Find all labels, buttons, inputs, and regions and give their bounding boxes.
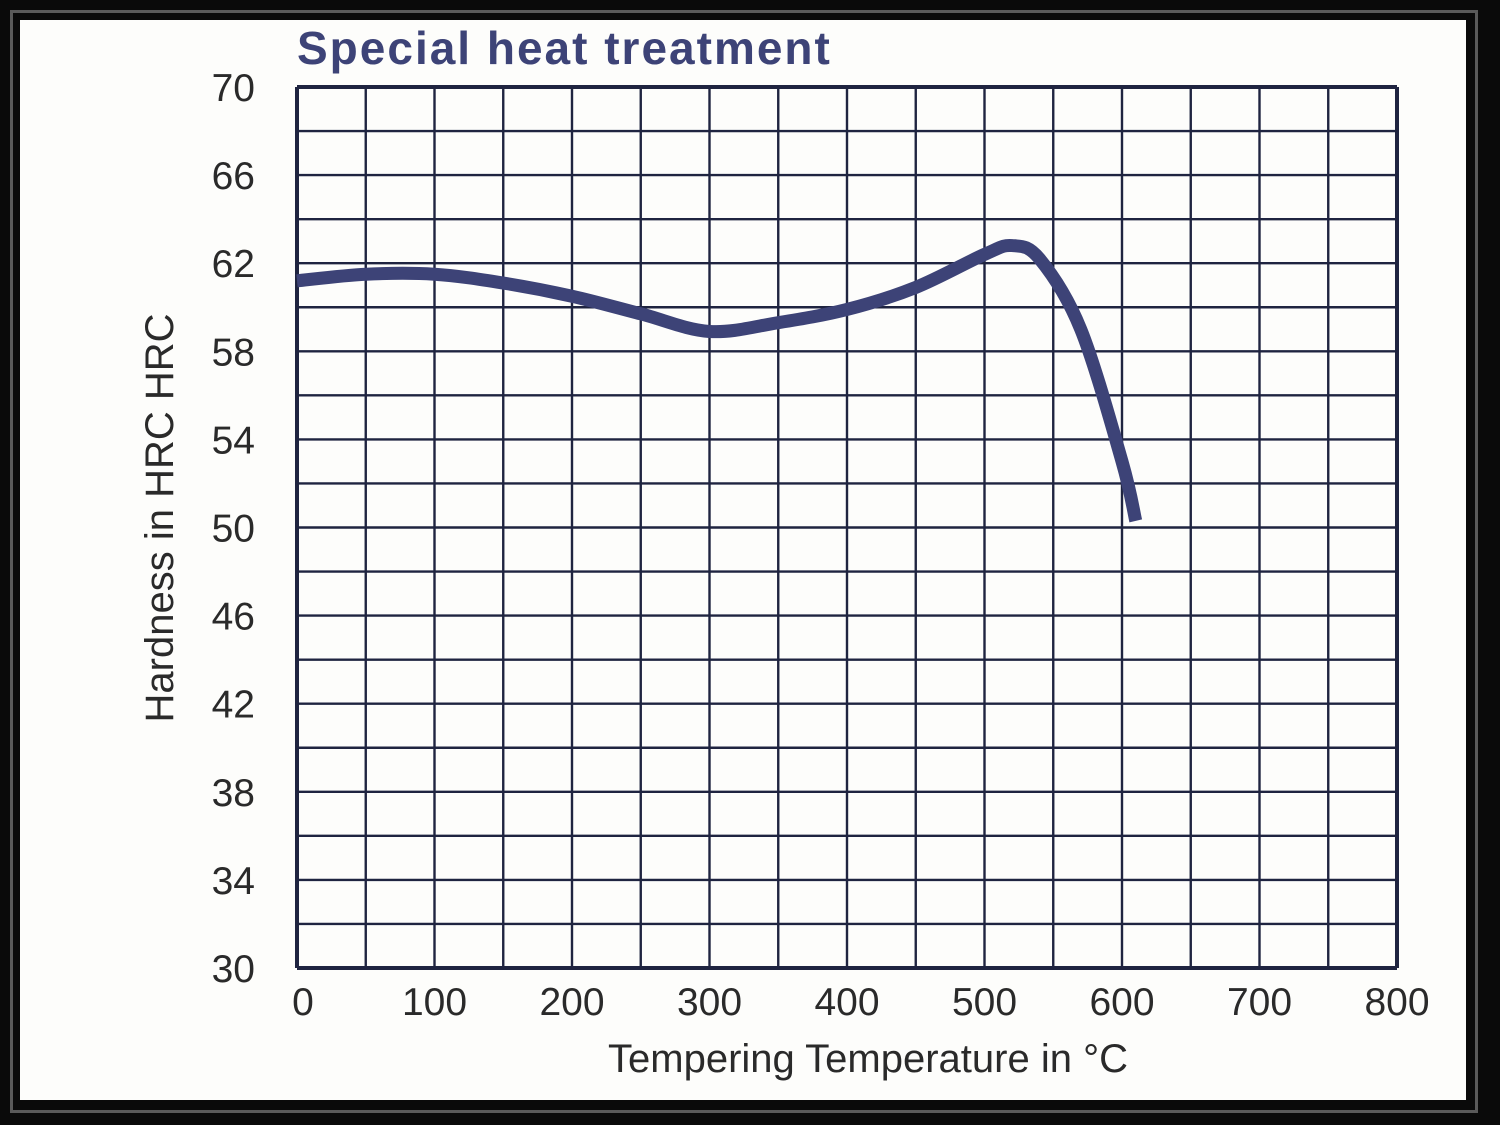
y-tick-label: 54 (212, 419, 255, 462)
y-tick-label: 58 (212, 331, 255, 374)
series-group (296, 238, 1143, 523)
chart-title: Special heat treatment (297, 22, 832, 74)
series-line-hardness (296, 238, 1143, 523)
y-tick-label: 30 (212, 948, 255, 991)
y-tick-label: 38 (212, 772, 255, 815)
chart-paper (20, 20, 1466, 1100)
x-tick-labels: 0 100 200 300 400 500 600 700 800 (292, 981, 1429, 1024)
y-tick-label: 50 (212, 508, 255, 551)
y-axis-label: Hardness in HRC HRC (138, 314, 182, 723)
y-tick-label: 70 (212, 67, 255, 110)
y-tick-label: 46 (212, 596, 255, 639)
x-tick-label: 600 (1089, 981, 1154, 1024)
x-tick-label: 700 (1227, 981, 1292, 1024)
x-tick-label: 200 (539, 981, 604, 1024)
x-axis-label: Tempering Temperature in °C (608, 1037, 1128, 1081)
x-tick-label: 500 (952, 981, 1017, 1024)
y-tick-label: 66 (212, 155, 255, 198)
x-tick-label: 400 (814, 981, 879, 1024)
y-tick-label: 42 (212, 684, 255, 727)
chart-grid (295, 85, 1399, 970)
x-tick-label: 0 (292, 981, 314, 1024)
y-tick-labels: 30 34 38 42 46 50 54 58 62 66 70 (212, 67, 255, 991)
x-tick-label: 800 (1364, 981, 1429, 1024)
x-tick-label: 300 (677, 981, 742, 1024)
y-tick-label: 62 (212, 243, 255, 286)
x-tick-label: 100 (402, 981, 467, 1024)
frame-border (10, 10, 1478, 1113)
y-tick-label: 34 (212, 860, 255, 903)
